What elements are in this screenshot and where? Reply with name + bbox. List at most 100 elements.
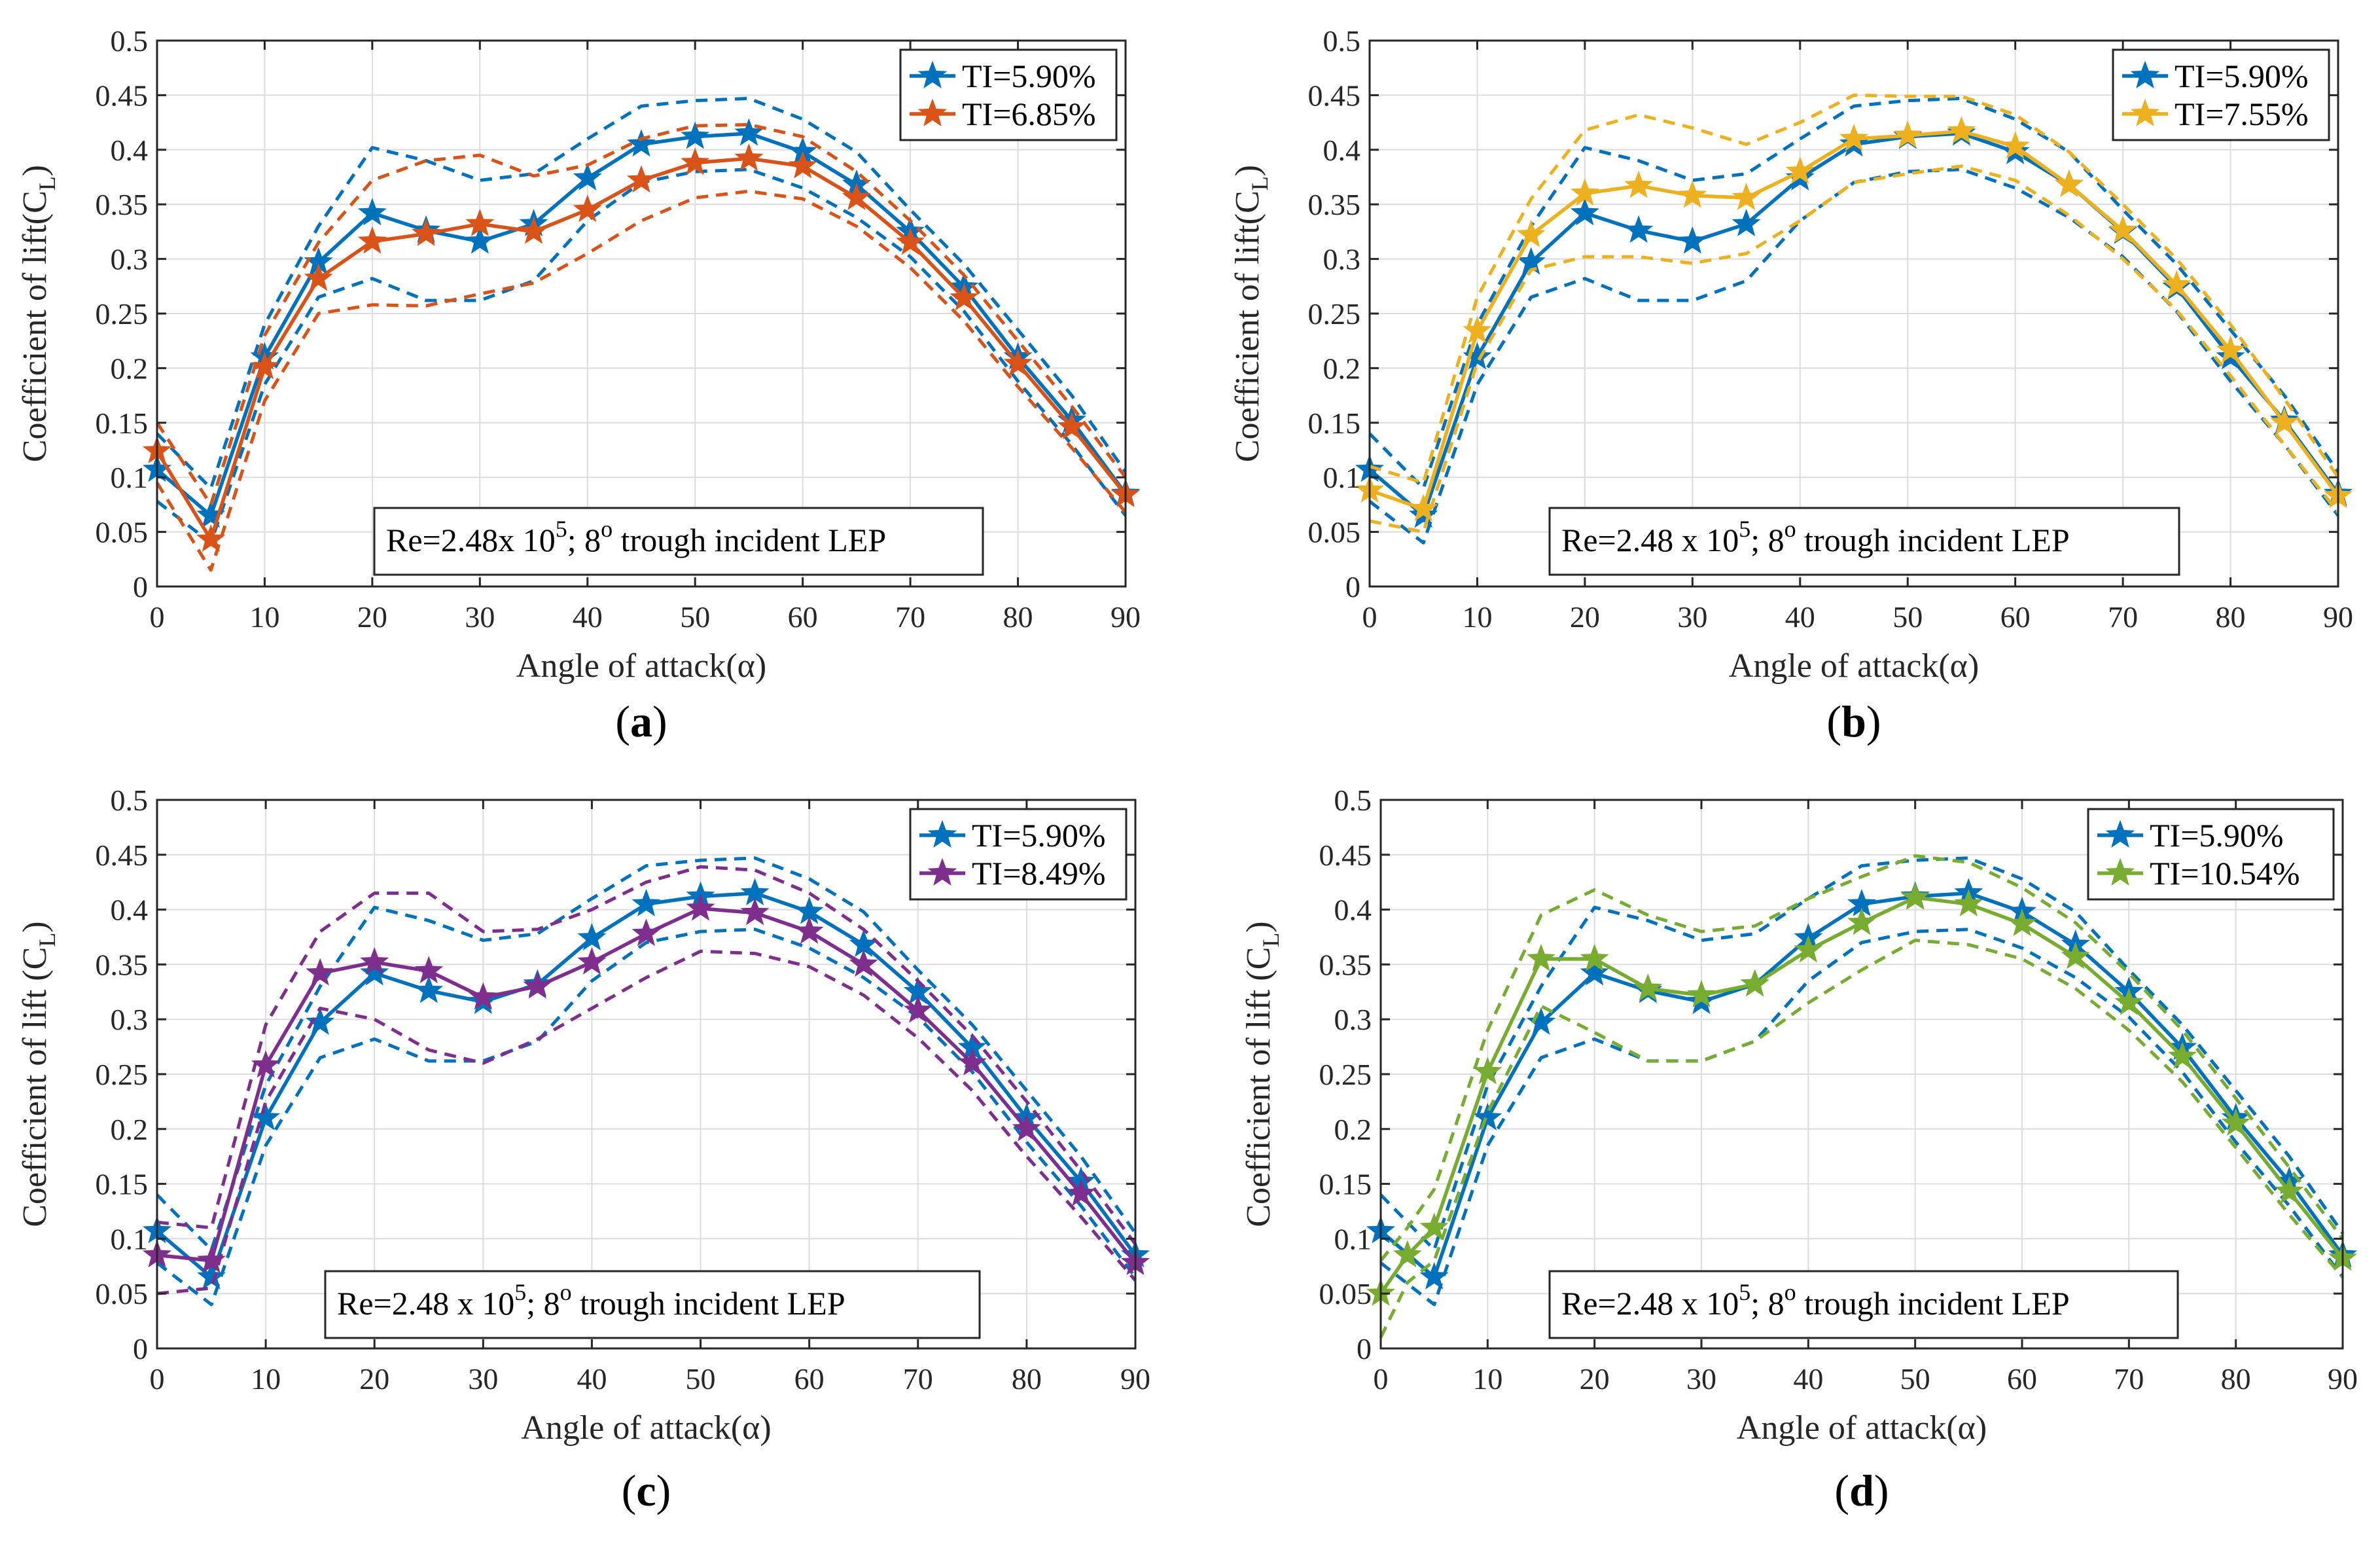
series-ti-8-49--point [903, 995, 932, 1023]
y-tick-label: 0.2 [1323, 352, 1361, 385]
legend-box [899, 48, 1118, 141]
series-ti-5-90--point [1732, 209, 1761, 236]
x-tick-label: 50 [1900, 1362, 1930, 1396]
series-ti-6-85--point [573, 194, 602, 223]
y-tick-label: 0.1 [1323, 461, 1361, 494]
y-tick-label: 0 [133, 570, 148, 604]
series-ti-7-55--point [2162, 270, 2192, 298]
series-ti-8-49--point [577, 947, 607, 975]
panel-label-open: ( [622, 1466, 637, 1515]
legend-swatch-marker [917, 60, 948, 88]
series-ti-6-85--point [304, 263, 333, 291]
y-axis-label: Coefficient of lift(CL) [16, 165, 60, 462]
x-tick-label: 50 [686, 1362, 716, 1396]
legend-swatch-marker [927, 820, 957, 848]
legend-entry-label: TI=10.54% [2150, 855, 2300, 892]
series-ti-10-54--point [1526, 943, 1556, 971]
legend-entry-label: TI=5.90% [2175, 58, 2309, 94]
x-tick-label: 40 [573, 600, 603, 634]
panel-label-close: ) [1866, 696, 1881, 746]
chart-panel-d: 0 10 20 30 40 50 60 70 80 90 0 0.05 0.1 0.15 0.2 0.25 0.… [1240, 784, 2358, 1515]
series-ti-6-85--point [842, 183, 871, 210]
y-tick-label: 0.5 [1323, 24, 1361, 58]
series-ti-7-55--lower-bound [1369, 164, 2339, 534]
series-ti-8-49--point [631, 918, 661, 947]
x-tick-label: 70 [2114, 1362, 2144, 1396]
y-axis-label: Coefficient of lift (CL) [1240, 921, 1284, 1227]
panel-label-letter: b [1841, 696, 1866, 746]
y-axis-label-close: ) [16, 921, 54, 932]
y-axis-label-subscript: L [1258, 933, 1284, 947]
series-ti-6-85--point [357, 226, 387, 254]
series-ti-10-54--point [1900, 882, 1930, 910]
series-ti-10-54--point [2007, 909, 2037, 937]
y-axis-label-close: ) [1240, 921, 1277, 932]
series-ti-7-55--point [2216, 335, 2245, 363]
legend-swatch-marker [917, 98, 948, 126]
series-ti-8-49--point [794, 916, 824, 944]
panel-label-letter: c [636, 1466, 656, 1515]
x-axis-label: Angle of attack(α) [1729, 647, 1979, 685]
chart-panel-c: 0 10 20 30 40 50 60 70 80 90 0 0.05 0.1 0.15 0.2 0.25 0.… [16, 784, 1150, 1515]
series-ti-7-55--point [1893, 120, 1923, 148]
x-tick-label: 30 [465, 600, 495, 634]
series-ti-5-90--point [577, 923, 607, 950]
legend-box [909, 808, 1128, 901]
series-ti-10-54--upper-bound [1379, 854, 2344, 1262]
annotation-superscript: 5 [556, 516, 567, 542]
series-ti-5-90--point [1580, 958, 1609, 986]
y-axis-label-subscript: L [34, 176, 60, 190]
legend-swatch-marker [927, 857, 957, 886]
y-axis-label-text: Coefficient of lift (C [16, 947, 54, 1227]
panel-label: (a) [615, 696, 667, 746]
x-tick-label: 90 [2328, 1362, 2358, 1396]
annotation-text-pre: Re=2.48 x 10 [1561, 1285, 1739, 1322]
panel-label-close: ) [1874, 1466, 1889, 1515]
y-axis-label-close: ) [1229, 165, 1266, 176]
chart-panel-b: 0 10 20 30 40 50 60 70 80 90 0 0.05 0.1 0.15 0.2 0.25 0.… [1229, 24, 2353, 746]
x-tick-label: 60 [2007, 1362, 2037, 1396]
series-ti-8-49--lower-bound [156, 949, 1137, 1295]
panel-label-close: ) [656, 1466, 671, 1515]
legend-swatch-marker [2105, 820, 2135, 848]
series-ti-10-54--point [2167, 1041, 2197, 1069]
y-tick-label: 0.25 [96, 297, 149, 331]
y-tick-label: 0.35 [1308, 188, 1361, 221]
series-ti-8-49--upper-bound [156, 865, 1137, 1246]
panel-label: (d) [1834, 1466, 1889, 1515]
y-tick-label: 0.35 [1319, 948, 1372, 981]
y-tick-label: 0.35 [96, 948, 149, 981]
y-tick-label: 0.2 [1334, 1113, 1372, 1146]
series-ti-10-54--point [2061, 941, 2090, 969]
x-tick-label: 90 [1110, 600, 1141, 634]
series-ti-10-54--point [1686, 980, 1716, 1008]
series-ti-6-85--point [412, 219, 441, 246]
series-ti-10-54--point [1794, 935, 1823, 963]
series-ti-5-90--point [1678, 226, 1707, 254]
y-axis-label-close: ) [16, 165, 54, 176]
series-ti-5-90--point [251, 1102, 281, 1130]
legend-swatch-marker [2130, 60, 2160, 88]
y-axis-label-text: Coefficient of lift (C [1240, 947, 1277, 1227]
series-ti-5-90--point [465, 226, 495, 254]
series-ti-10-54--point [2221, 1108, 2250, 1136]
series-ti-5-90--point [626, 129, 656, 157]
panel-label-open: ( [1826, 696, 1841, 746]
x-tick-label: 40 [577, 1362, 607, 1396]
series-ti-8-49--point [1012, 1113, 1041, 1142]
y-tick-label: 0.05 [1319, 1277, 1372, 1310]
series-ti-8-49--point [360, 947, 389, 975]
y-tick-label: 0.2 [111, 1113, 149, 1146]
y-tick-label: 0.2 [111, 352, 149, 385]
series-ti-7-55--point [1516, 219, 1546, 247]
series-ti-6-85--point [788, 151, 817, 179]
series-ti-5-90--lower-bound [1368, 168, 2339, 545]
panel-label-close: ) [652, 696, 667, 746]
series-ti-6-85--point [734, 143, 764, 171]
annotation-text-post: trough incident LEP [1796, 522, 2070, 558]
annotation-box [373, 507, 984, 576]
x-tick-label: 0 [1362, 600, 1377, 634]
legend-entry-label: TI=5.90% [2150, 817, 2284, 854]
series-ti-7-55--upper-bound [1369, 93, 2340, 484]
panel-label: (c) [622, 1466, 671, 1515]
